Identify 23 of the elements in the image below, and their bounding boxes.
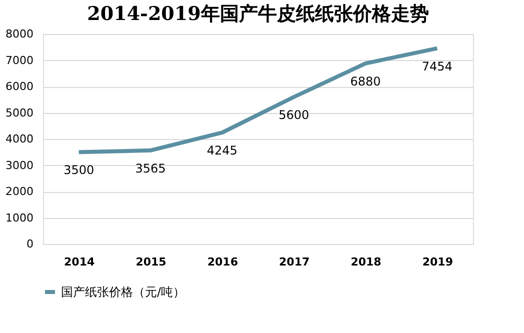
chart-title: 2014-2019年国产牛皮纸纸张价格走势 — [87, 3, 429, 25]
x-tick-label: 2019 — [422, 256, 453, 268]
data-label: 5600 — [278, 108, 310, 122]
data-label: 3565 — [135, 161, 166, 176]
y-tick-label: 2000 — [6, 185, 34, 198]
data-label: 4245 — [206, 144, 238, 158]
data-label: 7454 — [422, 59, 452, 74]
x-tick-label: 2018 — [350, 256, 382, 268]
x-tick-label: 2016 — [207, 256, 238, 268]
x-tick-label: 2015 — [136, 256, 166, 268]
data-label: 6880 — [350, 74, 381, 88]
y-tick-label: 0 — [26, 238, 34, 250]
y-tick-label: 3000 — [6, 158, 34, 172]
y-tick-label: 7000 — [6, 54, 34, 67]
x-tick-label: 2017 — [279, 256, 310, 268]
y-tick-label: 5000 — [6, 106, 34, 120]
legend-label: 国产纸张价格（元/吨） — [61, 285, 186, 299]
data-label: 3500 — [64, 163, 94, 178]
y-tick-label: 6000 — [6, 80, 34, 93]
y-tick-label: 8000 — [6, 28, 34, 40]
y-tick-label: 4000 — [6, 132, 34, 146]
x-tick-label: 2014 — [64, 256, 95, 268]
y-tick-label: 1000 — [6, 211, 34, 224]
